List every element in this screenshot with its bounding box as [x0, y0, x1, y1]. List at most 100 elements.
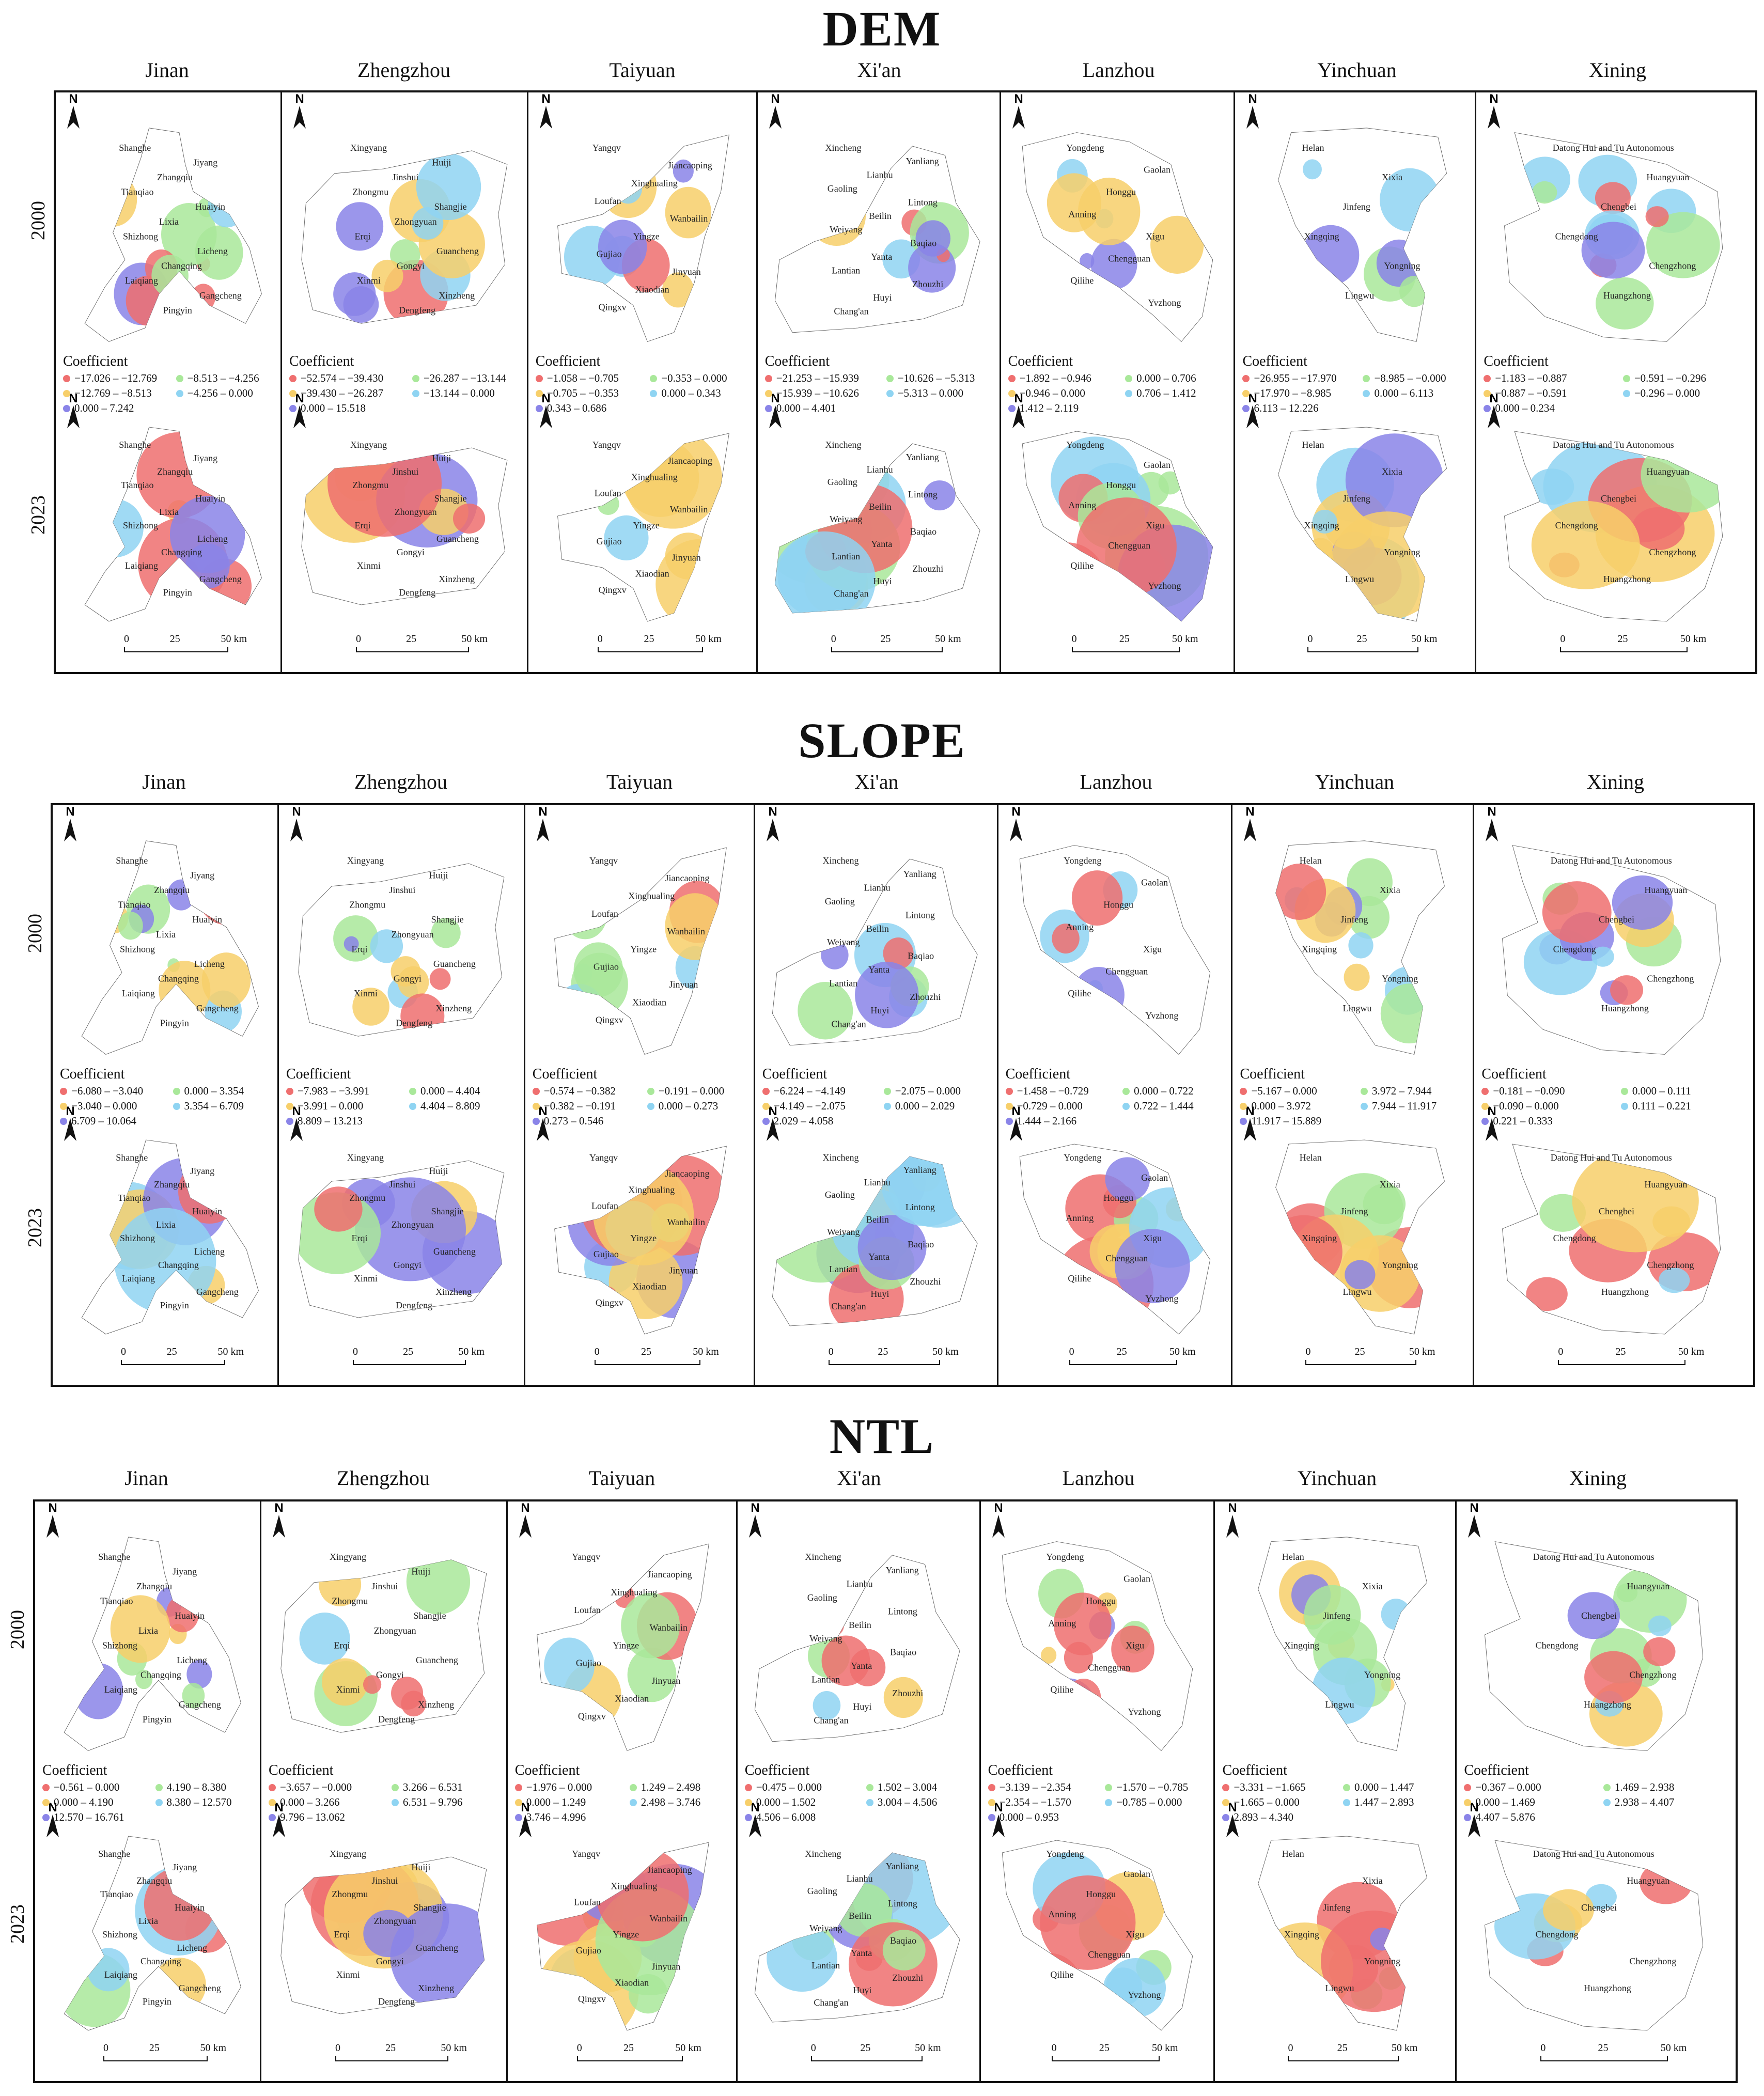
- district-label: Huyi: [853, 1701, 871, 1712]
- district-label: Jinshui: [389, 1179, 415, 1190]
- coefficient-patch: [1348, 932, 1374, 959]
- district-label: Lintong: [888, 1606, 917, 1616]
- legend-swatch: [173, 1087, 180, 1095]
- svg-text:N: N: [771, 92, 779, 106]
- scale-label: 25: [1099, 2042, 1110, 2054]
- district-label: Changqing: [161, 261, 202, 271]
- svg-text:N: N: [1246, 805, 1255, 819]
- legend-title: Coefficient: [762, 1066, 828, 1082]
- svg-text:N: N: [69, 392, 77, 405]
- coefficient-legend: Coefficient −1.458 – −0.729 0.000 – 0.722 −…: [1005, 1066, 1226, 1128]
- district-label: Wanbailin: [667, 926, 705, 936]
- legend-item: 11.917 – 15.889: [1240, 1115, 1347, 1128]
- legend-range: −3.139 – −2.354: [999, 1781, 1071, 1793]
- legend-swatch: [63, 374, 70, 382]
- scale-label: 0: [1305, 1346, 1311, 1357]
- district-label: Xinzheng: [435, 1287, 472, 1297]
- coefficient-legend: Coefficient −1.892 – −0.946 0.000 – 0.706 −…: [1008, 353, 1229, 415]
- city-name: Jinan: [124, 1466, 168, 1490]
- legend-item: 9.796 – 13.062: [268, 1811, 378, 1824]
- legend-title: Coefficient: [1464, 1762, 1529, 1778]
- district-label: Baqiao: [908, 1239, 934, 1249]
- legend-title: Coefficient: [1222, 1762, 1287, 1778]
- legend-swatch: [1240, 1117, 1247, 1125]
- legend-swatch: [988, 1784, 995, 1791]
- scale-line: [810, 2056, 923, 2061]
- legend-item: 0.000 – 0.722: [1122, 1085, 1226, 1098]
- map-panel-yinchuan: Helan Xixia Jinfeng Xingqing Yongning Lingwu N…: [1215, 1501, 1457, 2081]
- legend-swatch: [883, 1102, 891, 1110]
- coefficient-patch: [1370, 1927, 1395, 1951]
- coefficient-patch: [620, 1592, 680, 1659]
- map-canvas: ShangheJiyangZhangqiuTianqiaoHuaiyinLixi…: [67, 92, 282, 672]
- scale-label: 50 km: [932, 1346, 959, 1357]
- district-label: Zhouzhi: [910, 1276, 941, 1287]
- city-name: Xining: [1588, 58, 1647, 82]
- scale-line: [1305, 1360, 1417, 1365]
- district-label: Xingyang: [347, 855, 384, 866]
- district-label: Lixia: [138, 1916, 158, 1926]
- svg-text:N: N: [538, 805, 547, 819]
- coefficient-patch: [821, 1635, 870, 1686]
- scale-bar: 0 25 50 km: [1051, 2042, 1178, 2061]
- map-canvas: Xingyang Huiji Jinshui Zhongmu Shangjie Zhong…: [290, 805, 525, 1385]
- legend-swatch: [1222, 1813, 1230, 1821]
- map-2023: [302, 430, 507, 605]
- north-arrow-icon: N: [769, 392, 782, 428]
- scale-label: 0: [576, 2042, 582, 2054]
- legend-range: −21.253 – −15.939: [776, 372, 859, 384]
- map-2000: [1002, 1542, 1193, 1751]
- coefficient-patch: [1114, 1229, 1190, 1304]
- district-label: Lingwu: [1343, 1287, 1372, 1297]
- district-label: Huyi: [873, 576, 892, 586]
- legend-title: Coefficient: [60, 1066, 125, 1082]
- legend-item: −3.991 – 0.000: [286, 1100, 396, 1113]
- north-arrow-icon: N: [992, 1501, 1005, 1538]
- district-label: Chengbei: [1599, 1206, 1634, 1216]
- city-name: Taiyuan: [609, 58, 676, 82]
- map-2000: [1505, 133, 1723, 342]
- district-label: Zhongmu: [349, 1193, 385, 1203]
- district-label: Chengzhong: [1649, 261, 1696, 271]
- legend-range: −17.970 – −8.985: [1254, 387, 1332, 399]
- coefficient-patch: [1039, 1875, 1136, 1970]
- coefficient-patch: [1532, 500, 1641, 589]
- legend-range: 0.000 – 0.111: [1632, 1085, 1691, 1097]
- district-label: Chengdong: [1555, 520, 1598, 530]
- scale-label: 25: [644, 633, 654, 645]
- legend-title: Coefficient: [1484, 353, 1549, 369]
- year-label-2023: 2023: [7, 1904, 28, 1944]
- legend-swatch: [647, 1087, 654, 1095]
- district-label: Lianhu: [846, 1579, 872, 1589]
- city-name: Jinan: [142, 770, 186, 793]
- district-label: Baqiao: [910, 238, 936, 248]
- district-label: Jiyang: [190, 870, 214, 880]
- coefficient-patch: [186, 1660, 212, 1689]
- legend-range: −13.144 – 0.000: [423, 387, 495, 399]
- legend-range: −0.181 – −0.090: [1493, 1085, 1565, 1097]
- scale-label: 0: [1051, 2042, 1057, 2054]
- district-label: Guancheng: [416, 1943, 458, 1953]
- coefficient-patch: [1303, 159, 1322, 180]
- legend-swatch: [1464, 1784, 1472, 1791]
- map-panel-xian: Xincheng Yanliang Lianhu Gaoling Lintong Beil…: [755, 805, 998, 1385]
- legend-swatch: [1242, 374, 1250, 382]
- scale-bar: 0 25 50 km: [103, 2042, 226, 2061]
- legend-range: −1.183 – −0.887: [1495, 372, 1567, 384]
- coefficient-patch: [798, 981, 853, 1040]
- district-label: Zhongyuan: [395, 507, 437, 517]
- district-label: Qilihe: [1050, 1969, 1073, 1980]
- district-label: Lixia: [159, 216, 179, 227]
- legend-range: 6.113 – 12.226: [1254, 402, 1319, 414]
- district-label: Beilin: [866, 1214, 889, 1225]
- district-label: Zhongmu: [352, 480, 388, 490]
- legend-swatch: [514, 1798, 522, 1806]
- legend-item: −1.570 – −0.785: [1105, 1781, 1209, 1794]
- legend-item: −12.769 – −8.513: [63, 387, 163, 400]
- panel-row-dem: Shanghe Jiyang Zhangqiu Tianqiao Huaiyin Lixi…: [54, 90, 1757, 674]
- district-label: Shizhong: [120, 1233, 155, 1243]
- district-label: Yangqv: [592, 440, 621, 450]
- coefficient-patch: [807, 185, 866, 246]
- legend-item: −26.287 – −13.144: [412, 372, 522, 385]
- scale-label: 0: [103, 2042, 108, 2054]
